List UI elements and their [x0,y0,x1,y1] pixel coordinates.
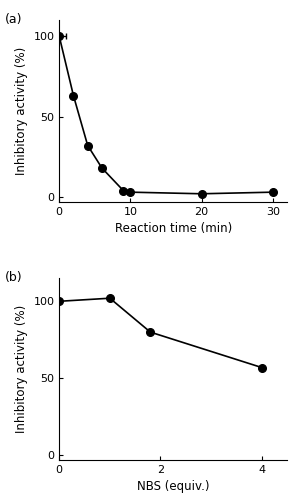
Y-axis label: Inhibitory activity (%): Inhibitory activity (%) [15,305,28,433]
X-axis label: NBS (equiv.): NBS (equiv.) [137,480,209,494]
Y-axis label: Inhibitory activity (%): Inhibitory activity (%) [15,47,28,175]
X-axis label: Reaction time (min): Reaction time (min) [115,222,232,235]
Text: (a): (a) [4,12,22,26]
Text: (b): (b) [4,271,22,284]
